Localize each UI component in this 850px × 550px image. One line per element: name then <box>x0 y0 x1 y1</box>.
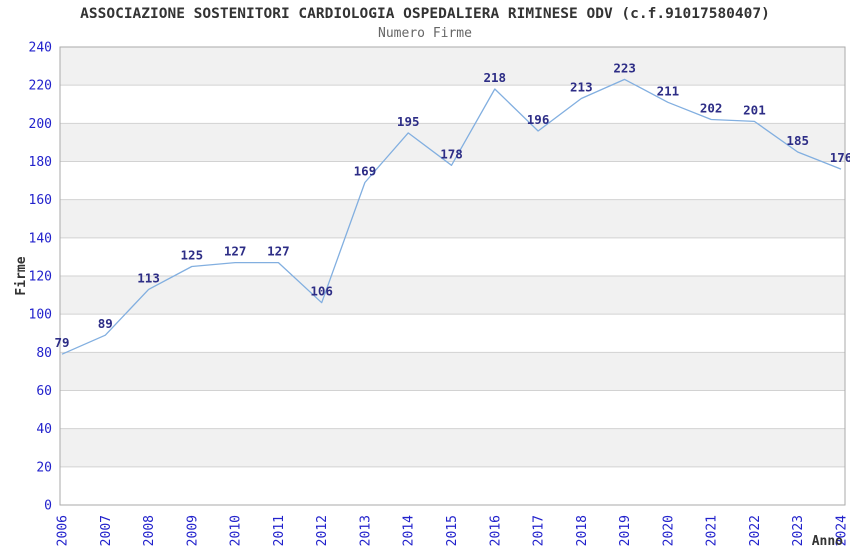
point-label: 185 <box>786 133 809 148</box>
x-tick-label: 2012 <box>315 515 330 546</box>
x-tick-label: 2007 <box>99 515 114 546</box>
plot-band <box>60 314 845 353</box>
y-tick-label: 20 <box>36 460 52 475</box>
plot-band <box>60 85 845 124</box>
point-label: 176 <box>830 150 850 165</box>
y-tick-label: 180 <box>29 155 52 170</box>
x-tick-label: 2021 <box>705 515 720 546</box>
point-label: 213 <box>570 80 593 95</box>
x-tick-label: 2019 <box>618 515 633 546</box>
chart-subtitle: Numero Firme <box>378 26 472 41</box>
x-tick-label: 2006 <box>56 515 71 546</box>
point-label: 127 <box>267 244 290 259</box>
chart-line <box>61 78 842 355</box>
x-tick-label: 2015 <box>445 515 460 546</box>
plot-band <box>60 47 845 86</box>
x-tick-label: 2008 <box>142 515 157 546</box>
point-label: 79 <box>54 335 69 350</box>
point-label: 106 <box>310 284 333 299</box>
point-label: 178 <box>440 146 463 161</box>
y-axis-label: Firme <box>14 256 29 295</box>
plot-band <box>60 161 845 200</box>
point-label: 223 <box>613 60 636 75</box>
point-label: 125 <box>181 247 204 262</box>
plot-band <box>60 199 845 238</box>
x-tick-label: 2013 <box>358 515 373 546</box>
point-label: 202 <box>700 101 723 116</box>
point-label: 127 <box>224 244 247 259</box>
x-tick-label: 2022 <box>748 515 763 546</box>
point-label: 89 <box>98 316 113 331</box>
point-label: 201 <box>743 102 766 117</box>
y-tick-label: 120 <box>29 270 52 285</box>
x-tick-label: 2024 <box>835 515 850 546</box>
chart-title: ASSOCIAZIONE SOSTENITORI CARDIOLOGIA OSP… <box>80 6 770 22</box>
x-axis-label: Anno <box>812 534 843 549</box>
x-tick-label: 2016 <box>488 515 503 546</box>
point-label: 195 <box>397 114 420 129</box>
point-label: 218 <box>483 70 506 85</box>
x-tick-label: 2023 <box>791 515 806 546</box>
x-tick-label: 2010 <box>229 515 244 546</box>
y-tick-label: 140 <box>29 231 52 246</box>
y-tick-label: 240 <box>29 41 52 56</box>
point-label: 211 <box>657 83 680 98</box>
x-tick-label: 2018 <box>575 515 590 546</box>
x-tick-label: 2014 <box>402 515 417 546</box>
plot-band <box>60 237 845 276</box>
plot-band <box>60 390 845 429</box>
plot-band <box>60 466 845 505</box>
y-tick-label: 60 <box>36 384 52 399</box>
plot-border <box>59 46 846 506</box>
plot-band <box>60 428 845 467</box>
y-tick-label: 160 <box>29 193 52 208</box>
x-tick-label: 2009 <box>185 515 200 546</box>
point-label: 196 <box>527 112 550 127</box>
plot-band <box>60 276 845 315</box>
y-tick-label: 0 <box>44 499 52 514</box>
y-tick-label: 220 <box>29 79 52 94</box>
plot-band <box>60 352 845 391</box>
y-tick-label: 80 <box>36 346 52 361</box>
x-tick-label: 2020 <box>661 515 676 546</box>
x-tick-label: 2017 <box>532 515 547 546</box>
plot-band <box>60 123 845 162</box>
y-tick-label: 200 <box>29 117 52 132</box>
point-label: 169 <box>354 163 377 178</box>
y-tick-label: 40 <box>36 422 52 437</box>
y-tick-label: 100 <box>29 308 52 323</box>
point-label: 113 <box>137 270 160 285</box>
x-tick-label: 2011 <box>272 515 287 546</box>
